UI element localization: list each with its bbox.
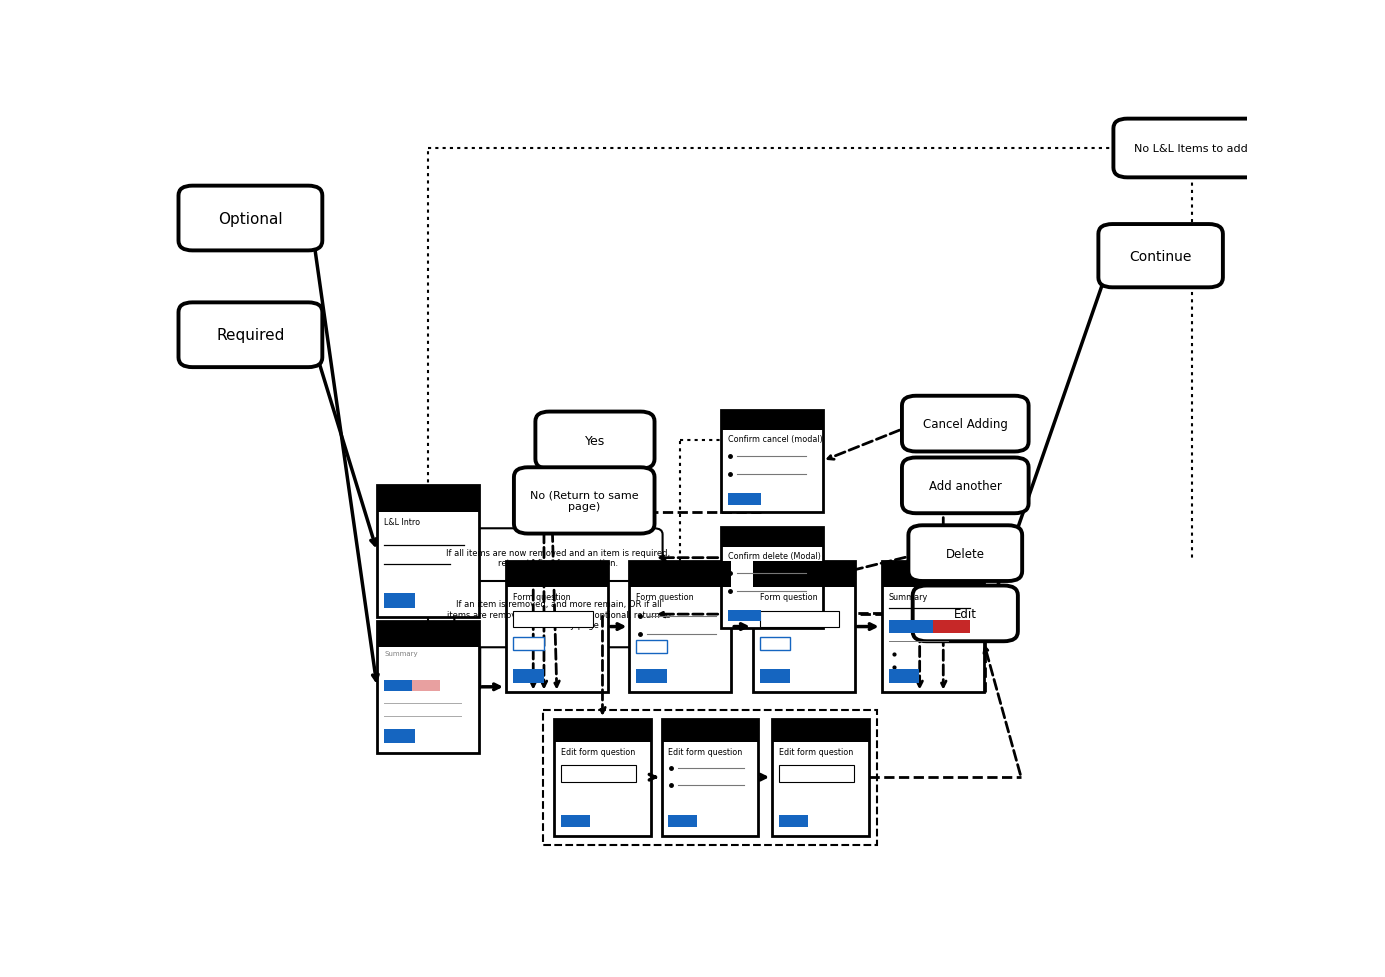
Text: If all items are now removed and an item is required,
return to first form quest: If all items are now removed and an item…	[446, 548, 670, 568]
Bar	[561, 766, 636, 782]
Bar	[384, 729, 414, 743]
FancyBboxPatch shape	[902, 397, 1029, 452]
Bar	[543, 710, 877, 845]
Bar	[384, 594, 414, 609]
Bar	[377, 621, 479, 648]
Bar	[881, 561, 983, 693]
Text: Summary: Summary	[889, 593, 928, 602]
Text: Edit form question: Edit form question	[778, 747, 853, 756]
Bar	[554, 719, 651, 743]
Bar	[753, 561, 855, 693]
Bar	[760, 669, 791, 684]
Bar	[760, 637, 791, 651]
FancyBboxPatch shape	[1098, 225, 1223, 288]
Bar	[720, 528, 823, 629]
Bar	[377, 486, 479, 512]
Bar	[377, 486, 479, 617]
Bar	[506, 561, 608, 587]
Bar	[771, 719, 868, 835]
Text: Edit form question: Edit form question	[561, 747, 636, 756]
Text: No (Return to same
page): No (Return to same page)	[530, 490, 638, 512]
Bar	[778, 815, 807, 828]
Bar	[771, 719, 868, 743]
Text: L&L Intro: L&L Intro	[384, 518, 420, 527]
FancyBboxPatch shape	[1114, 119, 1269, 178]
FancyBboxPatch shape	[179, 303, 323, 367]
Bar	[889, 669, 920, 684]
Text: Form question: Form question	[760, 593, 817, 602]
Bar	[753, 561, 855, 587]
Bar	[720, 410, 823, 512]
Text: Confirm cancel (modal): Confirm cancel (modal)	[727, 435, 823, 444]
Bar	[727, 494, 762, 505]
FancyBboxPatch shape	[909, 526, 1022, 581]
Bar	[637, 640, 668, 654]
FancyBboxPatch shape	[902, 458, 1029, 514]
Bar	[637, 669, 668, 684]
Text: Delete: Delete	[946, 547, 985, 560]
Bar	[720, 528, 823, 547]
Bar	[554, 719, 651, 835]
FancyBboxPatch shape	[179, 187, 323, 251]
Bar	[669, 815, 697, 828]
Bar	[512, 612, 593, 627]
Bar	[778, 766, 855, 782]
Text: Summary: Summary	[384, 651, 418, 657]
Text: Form question: Form question	[512, 593, 571, 602]
Bar	[881, 561, 983, 587]
Text: Edit form question: Edit form question	[669, 747, 742, 756]
Text: Continue: Continue	[1129, 249, 1192, 264]
Text: Form question: Form question	[637, 593, 694, 602]
Bar	[760, 612, 839, 627]
Text: Optional: Optional	[217, 211, 283, 227]
Bar	[662, 719, 758, 743]
Bar	[384, 681, 440, 691]
Bar	[561, 815, 590, 828]
Text: Yes: Yes	[584, 434, 605, 447]
FancyBboxPatch shape	[514, 468, 655, 534]
Bar	[727, 611, 762, 621]
Bar	[629, 561, 731, 587]
Text: Cancel Adding: Cancel Adding	[922, 418, 1008, 431]
Bar	[662, 719, 758, 835]
Bar	[629, 561, 731, 693]
Bar	[932, 620, 971, 633]
Text: If an item is removed, and more remain, OR if all
items are removed and the loop: If an item is removed, and more remain, …	[446, 600, 670, 629]
Text: Edit: Edit	[954, 608, 976, 620]
Bar	[512, 669, 543, 684]
FancyBboxPatch shape	[454, 581, 662, 648]
FancyBboxPatch shape	[454, 529, 662, 587]
Text: Confirm delete (Modal): Confirm delete (Modal)	[727, 552, 820, 561]
Bar	[377, 621, 479, 753]
Bar	[889, 620, 932, 633]
Text: Add another: Add another	[929, 480, 1001, 492]
Bar	[512, 637, 543, 651]
Bar	[384, 681, 411, 691]
FancyBboxPatch shape	[536, 412, 655, 469]
Text: Required: Required	[216, 328, 284, 343]
Bar	[506, 561, 608, 693]
FancyBboxPatch shape	[913, 586, 1018, 642]
Text: No L&L Items to add: No L&L Items to add	[1134, 144, 1248, 153]
Bar	[720, 410, 823, 431]
